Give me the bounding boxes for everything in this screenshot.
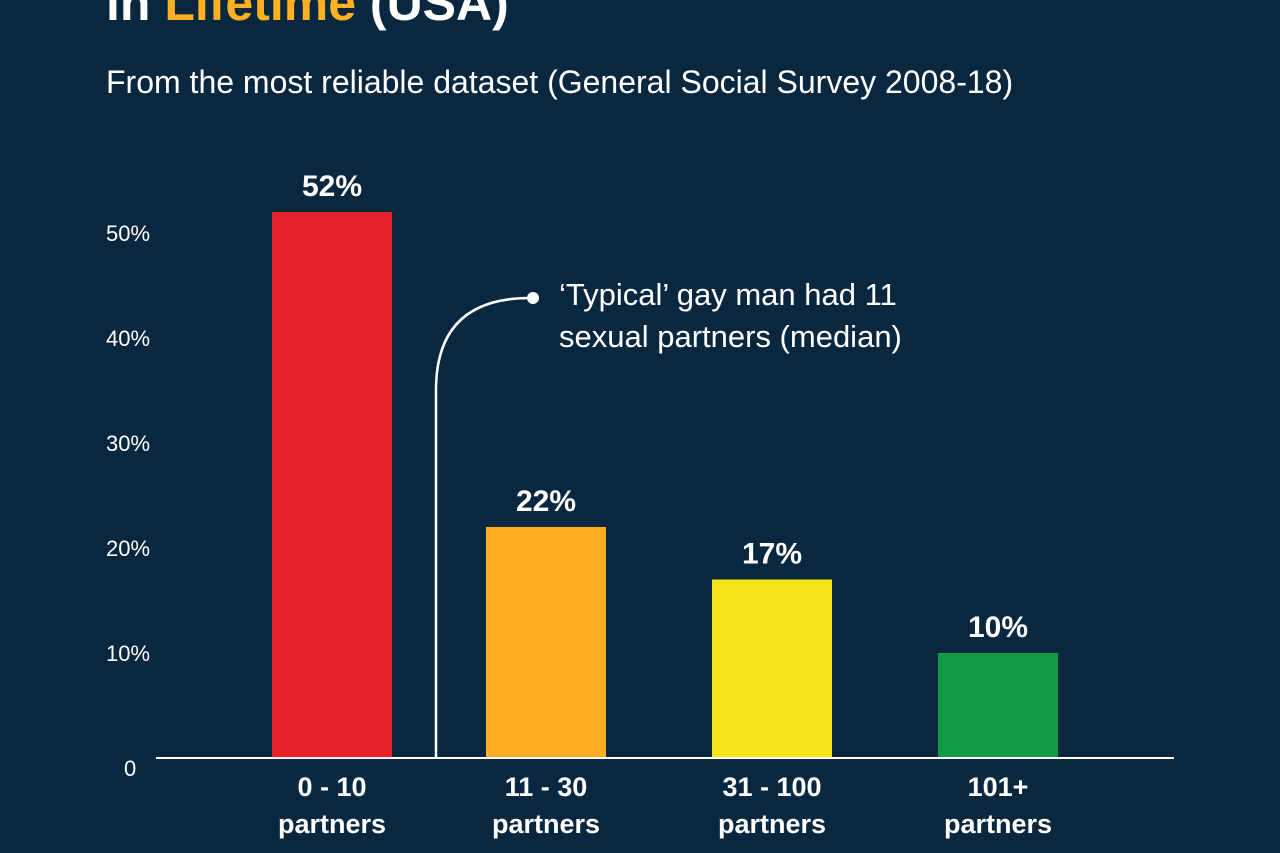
y-tick-label: 10% xyxy=(106,641,150,666)
y-tick-label: 0 xyxy=(124,756,136,781)
bar xyxy=(272,212,392,758)
category-label: partners xyxy=(492,809,600,839)
x-axis-labels: 0 - 10 partners 11 - 30 partners 31 - 100 par… xyxy=(278,772,1052,839)
chart-subtitle: From the most reliable dataset (General … xyxy=(106,64,1014,100)
annotation-dot xyxy=(527,292,539,304)
category-label: 0 - 10 xyxy=(297,772,366,802)
y-tick-label: 40% xyxy=(106,326,150,351)
title-prefix: in xyxy=(106,0,165,31)
annotation-line-2: sexual partners (median) xyxy=(559,319,902,354)
category-label: 11 - 30 xyxy=(505,772,588,802)
chart-title: in Lifetime (USA) xyxy=(106,0,509,32)
category-label: partners xyxy=(718,809,826,839)
value-label: 52% xyxy=(302,170,362,203)
value-label: 10% xyxy=(968,611,1028,644)
bar xyxy=(938,653,1058,758)
annotation-line-1: ‘Typical’ gay man had 11 xyxy=(559,277,897,312)
bar xyxy=(486,527,606,758)
bar xyxy=(712,579,832,758)
category-label: partners xyxy=(944,809,1052,839)
y-tick-label: 50% xyxy=(106,221,150,246)
category-label: 31 - 100 xyxy=(722,772,821,802)
y-axis-ticks: 0 10% 20% 30% 40% 50% xyxy=(106,221,150,781)
annotation-connector xyxy=(434,296,531,758)
y-tick-label: 20% xyxy=(106,536,150,561)
title-suffix: (USA) xyxy=(356,0,509,31)
category-label: partners xyxy=(278,809,386,839)
value-label: 17% xyxy=(742,538,802,571)
value-labels: 52% 22% 17% 10% xyxy=(302,170,1028,644)
bars xyxy=(272,212,1058,758)
y-tick-label: 30% xyxy=(106,431,150,456)
category-label: 101+ xyxy=(968,772,1029,802)
value-label: 22% xyxy=(516,485,576,518)
title-highlight: Lifetime xyxy=(164,0,357,31)
